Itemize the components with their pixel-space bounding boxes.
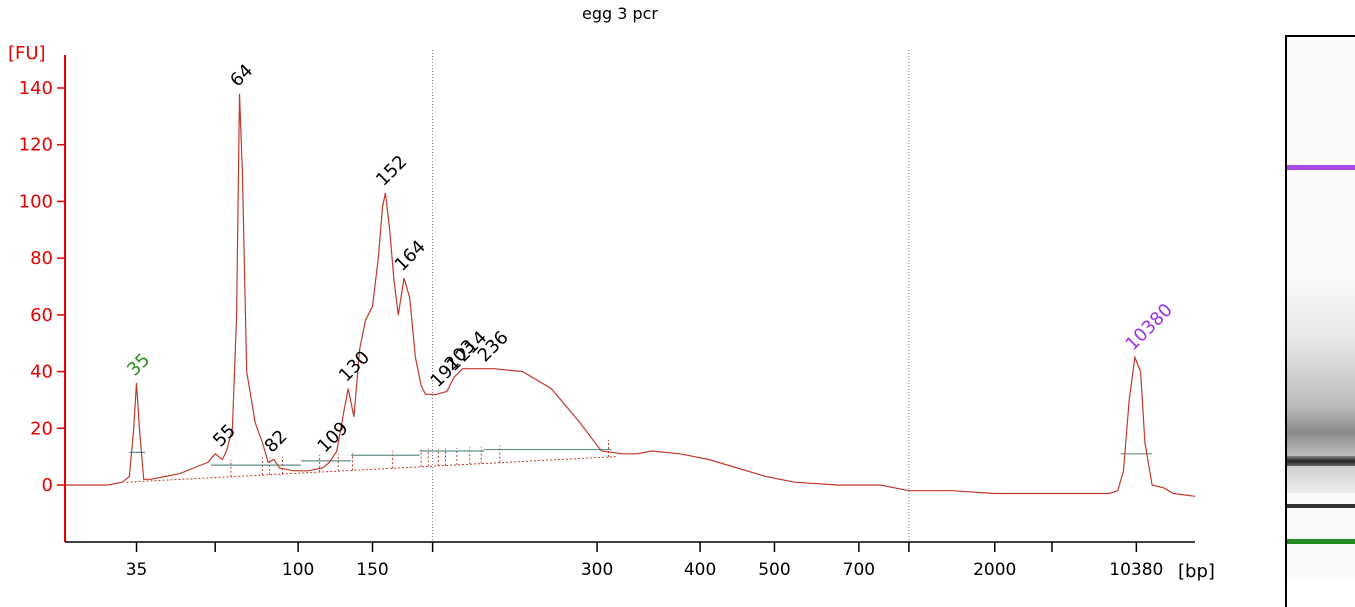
y-tick-label-140: 140 — [19, 78, 53, 99]
x-axis-label: [bp] — [1178, 561, 1215, 582]
peak-label-35: 35 — [123, 349, 154, 380]
gel-bottom — [1287, 579, 1355, 607]
peak-label-55: 55 — [209, 420, 240, 451]
x-tick-label-150: 150 — [356, 560, 388, 580]
gel-band-1 — [1287, 504, 1355, 508]
x-tick-label-35: 35 — [126, 560, 148, 580]
gel-band-main — [1287, 456, 1355, 466]
peak-label-152: 152 — [372, 151, 411, 190]
x-tick-label-300: 300 — [581, 560, 613, 580]
y-tick-label-100: 100 — [19, 191, 53, 212]
peak-label-130: 130 — [335, 347, 374, 386]
peak-label-164: 164 — [391, 236, 430, 275]
x-tick-label-100: 100 — [282, 560, 314, 580]
peak-label-109: 109 — [313, 418, 352, 457]
x-tick-label-700: 700 — [843, 560, 875, 580]
y-tick-label-0: 0 — [42, 475, 53, 496]
x-tick-label-500: 500 — [758, 560, 790, 580]
x-tick-label-400: 400 — [684, 560, 716, 580]
integration-baseline — [127, 457, 616, 483]
y-tick-label-40: 40 — [30, 362, 53, 383]
peak-label-10380: 10380 — [1122, 300, 1177, 355]
y-tick-label-20: 20 — [30, 418, 53, 439]
gel-band-0 — [1287, 165, 1355, 170]
y-tick-label-120: 120 — [19, 135, 53, 156]
y-tick-label-80: 80 — [30, 248, 53, 269]
y-tick-label-60: 60 — [30, 305, 53, 326]
gel-band-2 — [1287, 539, 1355, 544]
x-tick-label-10380: 10380 — [1109, 560, 1163, 580]
y-axis-label: [FU] — [8, 43, 46, 64]
electropherogram-chart: 0 20 40 60 80 100 120 140 [FU] 35 100 150 300 400 500 7… — [0, 0, 1240, 605]
x-tick-label-2000: 2000 — [973, 560, 1016, 580]
gel-image — [1285, 35, 1355, 607]
peak-label-64: 64 — [226, 60, 257, 91]
